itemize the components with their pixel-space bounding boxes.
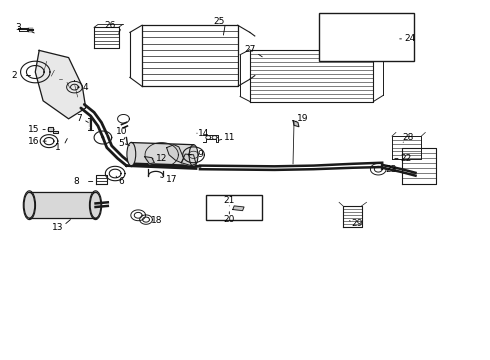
Text: 21: 21 bbox=[223, 197, 235, 205]
Text: 10: 10 bbox=[116, 126, 127, 135]
Text: 8: 8 bbox=[73, 177, 79, 186]
Text: 4: 4 bbox=[83, 83, 89, 91]
Text: 9: 9 bbox=[197, 150, 203, 159]
Bar bbox=[206, 195, 262, 220]
Text: 29: 29 bbox=[351, 219, 363, 228]
Text: 7: 7 bbox=[76, 113, 82, 122]
Text: 26: 26 bbox=[104, 21, 116, 30]
Text: 25: 25 bbox=[214, 17, 225, 26]
Text: 19: 19 bbox=[297, 114, 309, 123]
Ellipse shape bbox=[90, 192, 101, 218]
Text: 14: 14 bbox=[197, 129, 209, 138]
Polygon shape bbox=[145, 157, 154, 164]
Polygon shape bbox=[233, 206, 244, 211]
Text: 22: 22 bbox=[400, 154, 411, 163]
Polygon shape bbox=[167, 145, 184, 163]
Text: 13: 13 bbox=[52, 223, 64, 232]
Ellipse shape bbox=[127, 143, 136, 166]
Text: 12: 12 bbox=[156, 154, 168, 163]
Text: 5: 5 bbox=[119, 139, 124, 148]
Text: 15: 15 bbox=[27, 125, 39, 134]
Text: 24: 24 bbox=[404, 34, 415, 43]
Text: 17: 17 bbox=[166, 175, 177, 184]
Text: 3: 3 bbox=[16, 22, 22, 31]
Polygon shape bbox=[35, 50, 86, 119]
Text: 18: 18 bbox=[151, 216, 163, 225]
Polygon shape bbox=[131, 143, 194, 166]
Text: 16: 16 bbox=[27, 136, 39, 145]
Bar bbox=[318, 13, 414, 61]
Text: 11: 11 bbox=[223, 133, 235, 142]
Text: 1: 1 bbox=[55, 143, 61, 152]
Text: 28: 28 bbox=[402, 133, 414, 142]
Ellipse shape bbox=[24, 192, 35, 218]
Polygon shape bbox=[29, 192, 96, 218]
Text: 2: 2 bbox=[11, 71, 17, 80]
Polygon shape bbox=[181, 154, 196, 166]
Text: 20: 20 bbox=[223, 215, 235, 224]
Ellipse shape bbox=[189, 145, 198, 166]
Polygon shape bbox=[48, 127, 58, 133]
Text: 6: 6 bbox=[119, 177, 124, 186]
Text: 27: 27 bbox=[244, 45, 256, 54]
Text: 23: 23 bbox=[385, 165, 397, 174]
Polygon shape bbox=[293, 121, 299, 127]
